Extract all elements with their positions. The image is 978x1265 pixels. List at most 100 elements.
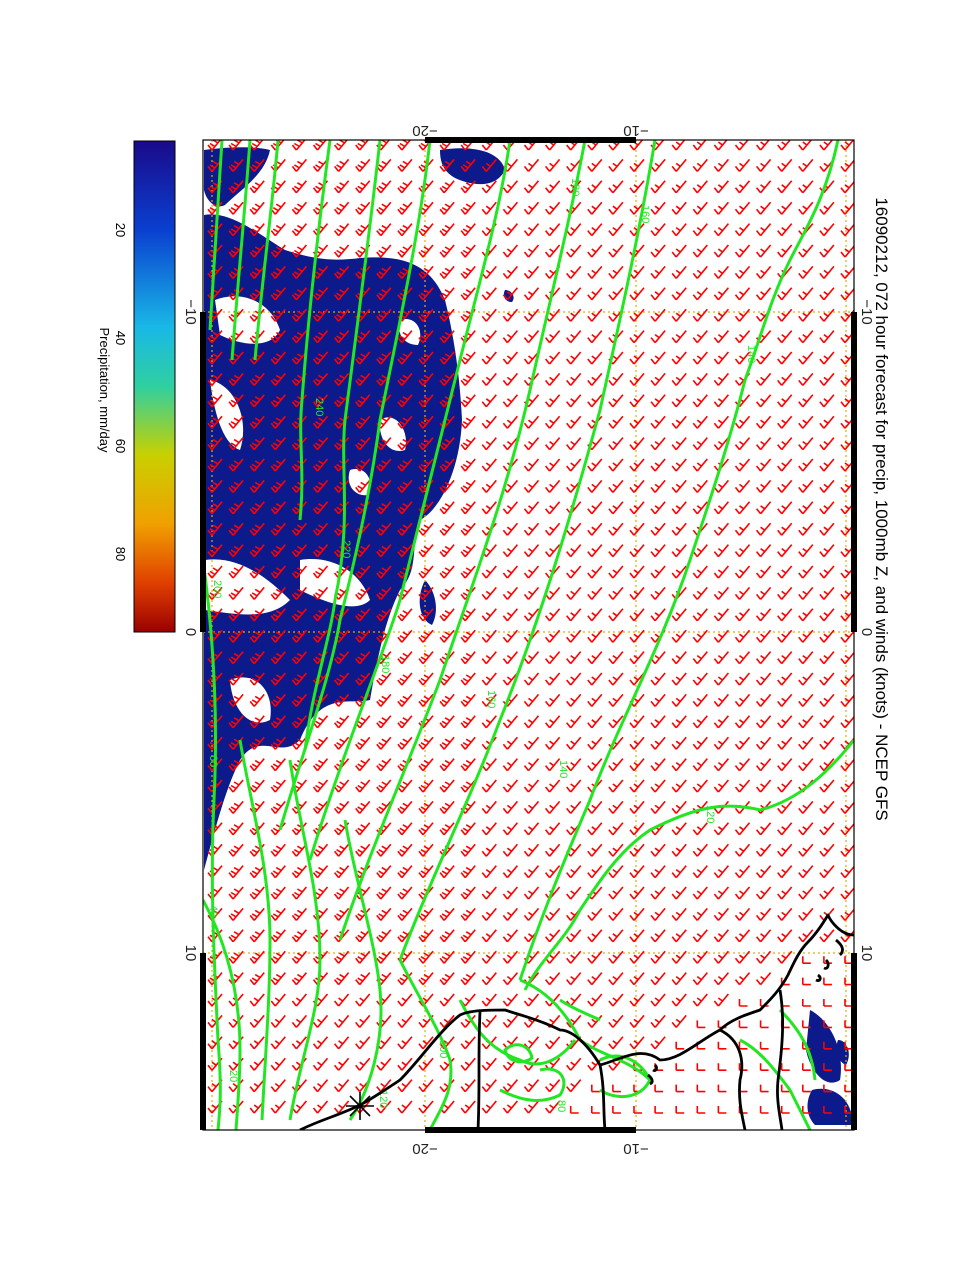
wind-barb <box>270 715 286 729</box>
wind-barb <box>397 1057 413 1071</box>
wind-barb <box>312 372 329 386</box>
wind-barb <box>249 715 265 729</box>
contour-line <box>303 140 382 751</box>
wind-barb <box>587 458 603 472</box>
wind-barb <box>312 800 329 814</box>
wind-barb <box>566 629 582 643</box>
wind-barb <box>692 929 708 943</box>
wind-barb <box>608 800 624 814</box>
wind-barb <box>798 265 814 279</box>
wind-barb <box>798 693 814 707</box>
wind-barb <box>840 223 854 237</box>
wind-barb <box>270 244 286 258</box>
axis-top-minus20: −20 <box>412 122 437 139</box>
wind-barb <box>397 415 413 429</box>
precip-region-patch-4 <box>807 1088 853 1125</box>
wind-barb <box>291 608 308 622</box>
wind-barb <box>713 330 730 344</box>
wind-barb <box>397 351 413 365</box>
wind-barb <box>376 201 392 215</box>
wind-barb <box>376 223 392 237</box>
wind-barb <box>713 522 730 536</box>
wind-barb <box>629 180 645 194</box>
wind-barb <box>355 394 371 408</box>
wind-barb <box>755 715 772 729</box>
wind-barb <box>523 1014 540 1028</box>
wind-barb <box>312 287 329 301</box>
wind-barb <box>502 287 519 301</box>
wind-barb <box>397 265 413 279</box>
wind-barb <box>333 244 350 258</box>
wind-barb <box>207 394 223 408</box>
wind-barb <box>376 950 392 964</box>
wind-barb <box>481 394 497 408</box>
wind-barb <box>650 501 666 515</box>
wind-barb <box>270 544 286 558</box>
wind-barb <box>544 1079 561 1093</box>
wind-barb <box>439 223 455 237</box>
wind-barb <box>587 693 603 707</box>
wind-barb <box>798 715 814 729</box>
wind-barb <box>397 651 413 665</box>
wind-barb <box>502 886 519 900</box>
wind-barb <box>270 287 286 301</box>
wind-barb <box>544 758 561 772</box>
wind-barb <box>671 479 687 493</box>
contour-label: 140 <box>557 760 569 778</box>
wind-barb <box>228 608 244 622</box>
wind-barb <box>819 265 835 279</box>
wind-barb <box>755 372 772 386</box>
wind-barb <box>544 672 561 686</box>
wind-barb <box>291 1036 308 1050</box>
wind-barb <box>333 993 350 1007</box>
wind-barb <box>439 758 455 772</box>
wind-barb <box>629 458 645 472</box>
wind-barb <box>333 351 350 365</box>
wind-barb <box>291 180 308 194</box>
wind-barb <box>819 308 835 322</box>
wind-barb <box>502 415 519 429</box>
wind-barb <box>270 415 286 429</box>
wind-barb <box>566 886 582 900</box>
wind-barb <box>333 180 350 194</box>
contour-label: 60 <box>207 755 219 767</box>
wind-barb <box>650 265 666 279</box>
wind-barb <box>755 693 772 707</box>
wind-barb <box>777 308 793 322</box>
wind-barb <box>333 265 350 279</box>
wind-barb <box>671 351 687 365</box>
wind-barb <box>291 244 308 258</box>
wind-barb <box>587 758 603 772</box>
wind-barb <box>249 479 265 493</box>
wind-barb <box>650 180 666 194</box>
wind-barb <box>692 330 708 344</box>
wind-barb <box>650 843 666 857</box>
wind-barb <box>692 308 708 322</box>
wind-barb <box>418 180 434 194</box>
wind-barb <box>608 372 624 386</box>
wind-barb <box>460 437 476 451</box>
wind-barb <box>798 758 814 772</box>
wind-barb <box>798 865 814 879</box>
wind-barb <box>418 330 434 344</box>
wind-barb <box>755 672 772 686</box>
wind-barb <box>819 800 835 814</box>
contour-line <box>278 140 432 831</box>
wind-barb <box>460 201 476 215</box>
wind-barb <box>355 972 371 986</box>
wind-barb <box>629 800 645 814</box>
wind-barb <box>650 394 666 408</box>
wind-barb <box>502 522 519 536</box>
wind-barb <box>566 950 582 964</box>
wind-barb <box>228 372 244 386</box>
wind-barb <box>734 608 751 622</box>
wind-barb <box>460 736 476 750</box>
wind-barb <box>270 672 286 686</box>
wind-barb <box>355 372 371 386</box>
wind-barb <box>207 330 223 344</box>
wind-barb <box>270 993 286 1007</box>
wind-barb <box>544 372 561 386</box>
wind-barb <box>418 1079 434 1093</box>
wind-barb <box>291 522 308 536</box>
